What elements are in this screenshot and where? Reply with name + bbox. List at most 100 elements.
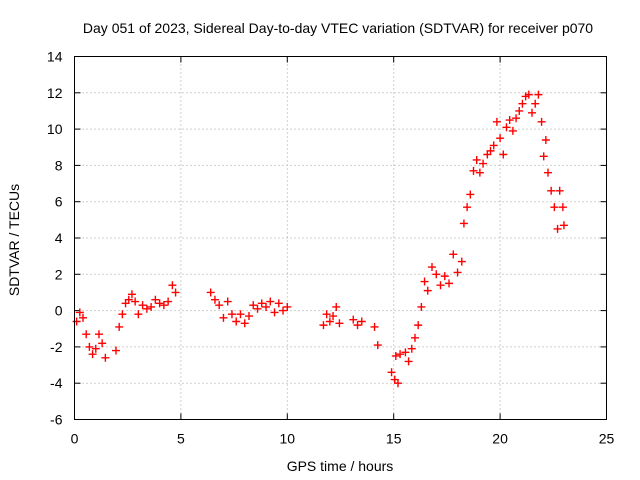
y-tick-label: 12 — [47, 85, 63, 101]
data-point — [155, 299, 164, 308]
x-tick-label: 0 — [71, 431, 79, 447]
chart-title: Day 051 of 2023, Sidereal Day-to-day VTE… — [83, 20, 593, 36]
data-point — [440, 272, 449, 281]
data-point — [283, 302, 292, 311]
y-tick-label: -6 — [50, 412, 63, 428]
y-tick-label: -2 — [50, 339, 63, 355]
data-point — [232, 317, 241, 326]
data-point — [547, 186, 556, 195]
y-tick-label: 14 — [47, 49, 63, 65]
data-point — [72, 317, 81, 326]
data-point — [414, 321, 423, 330]
data-point — [219, 313, 228, 322]
data-point — [417, 302, 426, 311]
data-point — [553, 224, 562, 233]
data-point — [457, 257, 466, 266]
data-point — [85, 342, 94, 351]
data-point — [492, 117, 501, 126]
data-marks — [72, 90, 568, 388]
data-point — [332, 302, 341, 311]
data-point — [505, 116, 514, 125]
data-point — [404, 357, 413, 366]
data-point — [396, 350, 405, 359]
data-point — [227, 310, 236, 319]
data-point — [528, 108, 537, 117]
data-point — [82, 330, 91, 339]
data-point — [171, 288, 180, 297]
data-point — [466, 190, 475, 199]
data-point — [159, 301, 168, 310]
data-point — [322, 310, 331, 319]
data-point — [508, 126, 517, 135]
data-point — [410, 333, 419, 342]
data-point — [502, 123, 511, 132]
data-point — [486, 146, 495, 155]
data-point — [496, 134, 505, 143]
data-point — [210, 295, 219, 304]
data-point — [98, 339, 107, 348]
y-tick-label: 10 — [47, 121, 63, 137]
data-point — [349, 315, 358, 324]
data-point — [407, 344, 416, 353]
data-point — [127, 290, 136, 299]
data-point — [325, 317, 334, 326]
data-point — [329, 312, 338, 321]
data-point — [94, 330, 103, 339]
y-tick-label: -4 — [50, 375, 63, 391]
data-point — [142, 304, 151, 313]
data-point — [249, 301, 258, 310]
data-point — [541, 135, 550, 144]
data-point — [357, 317, 366, 326]
data-point — [138, 301, 147, 310]
data-point — [543, 168, 552, 177]
data-point — [266, 297, 275, 306]
y-tick-label: 0 — [55, 303, 63, 319]
y-tick-label: 2 — [55, 266, 63, 282]
data-point — [274, 299, 283, 308]
data-point — [215, 301, 224, 310]
data-point — [489, 141, 498, 150]
data-point — [257, 299, 266, 308]
data-point — [537, 117, 546, 126]
data-point — [423, 286, 432, 295]
data-point — [479, 159, 488, 168]
data-point — [512, 114, 521, 123]
data-point — [459, 219, 468, 228]
data-point — [223, 297, 232, 306]
x-axis-label: GPS time / hours — [287, 458, 394, 474]
y-tick-label: 8 — [55, 157, 63, 173]
x-tick-label: 5 — [177, 431, 185, 447]
data-point — [319, 321, 328, 330]
data-point — [118, 310, 127, 319]
data-point — [79, 313, 88, 322]
y-axis-label: SDTVAR / TECUs — [6, 184, 22, 296]
data-point — [115, 322, 124, 331]
data-point — [335, 319, 344, 328]
data-point — [531, 99, 540, 108]
data-point — [420, 277, 429, 286]
data-point — [475, 168, 484, 177]
data-point — [262, 302, 271, 311]
data-point — [240, 319, 249, 328]
data-point — [244, 312, 253, 321]
grid — [74, 56, 607, 420]
data-point — [131, 297, 140, 306]
data-point — [151, 295, 160, 304]
data-point — [436, 281, 445, 290]
x-tick-label: 10 — [280, 431, 296, 447]
data-point — [472, 155, 481, 164]
data-point — [75, 308, 84, 317]
data-point — [124, 295, 133, 304]
data-point — [445, 279, 454, 288]
data-point — [91, 344, 100, 353]
x-tick-label: 20 — [492, 431, 508, 447]
data-point — [463, 203, 472, 212]
y-tick-label: 4 — [55, 230, 63, 246]
data-point — [101, 353, 110, 362]
plot-frame — [74, 56, 607, 420]
data-point — [387, 368, 396, 377]
data-point — [469, 166, 478, 175]
data-point — [550, 203, 559, 212]
data-point — [353, 321, 362, 330]
